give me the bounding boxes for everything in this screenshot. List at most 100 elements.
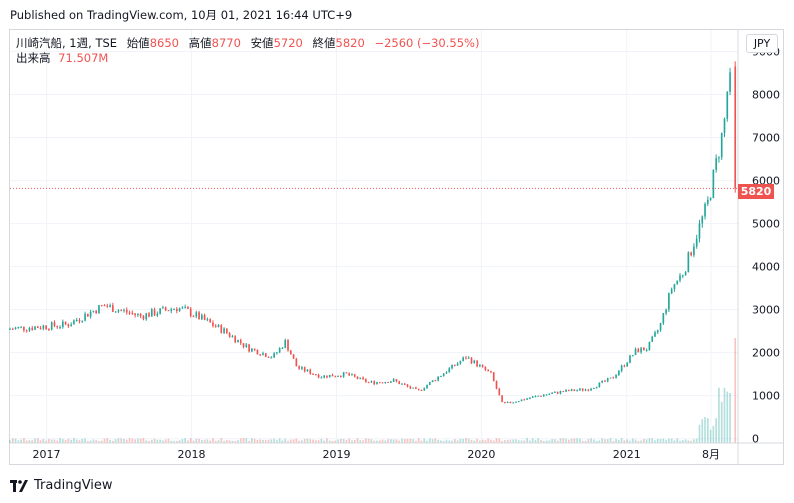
candle-body bbox=[409, 386, 412, 389]
volume-bar bbox=[601, 438, 604, 443]
candle-body bbox=[643, 347, 645, 351]
volume-bar bbox=[367, 438, 370, 443]
volume-bar bbox=[53, 439, 56, 443]
published-text: Published on TradingView.com, 10月 01, 20… bbox=[10, 8, 353, 22]
candle-body bbox=[17, 326, 20, 328]
volume-bar bbox=[376, 440, 378, 443]
candle-body bbox=[459, 361, 462, 364]
candle-body bbox=[278, 347, 281, 353]
candle-body bbox=[212, 322, 214, 326]
volume-bar bbox=[709, 429, 712, 443]
candle-body bbox=[484, 366, 487, 370]
candle-body bbox=[520, 399, 523, 402]
volume-bar bbox=[693, 439, 695, 443]
volume-bar bbox=[398, 440, 401, 443]
volume-bars bbox=[9, 338, 737, 443]
candle-body bbox=[590, 388, 592, 391]
volume-bar bbox=[606, 439, 609, 443]
volume-bar bbox=[209, 440, 212, 443]
candle-body bbox=[145, 313, 148, 320]
volume-bar bbox=[453, 439, 456, 443]
volume-bar bbox=[659, 439, 662, 443]
candle-body bbox=[601, 380, 604, 383]
y-tick-label: 2000 bbox=[752, 347, 780, 360]
candle-body bbox=[623, 365, 626, 367]
volume-bar bbox=[623, 440, 626, 443]
candle-body bbox=[42, 325, 45, 329]
volume-bar bbox=[365, 438, 367, 443]
volume-bar bbox=[150, 439, 153, 443]
volume-bar bbox=[712, 425, 715, 443]
candle-body bbox=[106, 305, 109, 307]
candle-body bbox=[262, 353, 264, 356]
volume-bar bbox=[570, 438, 573, 443]
volume-bar bbox=[331, 440, 334, 443]
candle-body bbox=[178, 308, 181, 312]
y-tick-label: 3000 bbox=[752, 304, 780, 317]
candle-body bbox=[253, 348, 256, 350]
candle-body bbox=[125, 309, 128, 313]
volume-bar bbox=[390, 439, 392, 443]
candle-body bbox=[217, 324, 220, 327]
volume-bar bbox=[303, 438, 306, 443]
candle-body bbox=[618, 371, 620, 376]
volume-bar bbox=[720, 401, 723, 443]
candle-body bbox=[473, 360, 476, 364]
volume-bar bbox=[131, 438, 134, 443]
candle-body bbox=[676, 280, 679, 285]
candle-body bbox=[556, 391, 559, 394]
candle-body bbox=[426, 384, 428, 389]
volume-bar bbox=[162, 440, 164, 443]
volume-bar bbox=[17, 440, 20, 443]
last-price-tag: 5820 bbox=[738, 184, 774, 199]
candle-body bbox=[704, 203, 706, 217]
volume-bar bbox=[292, 439, 295, 443]
currency-button[interactable]: JPY bbox=[746, 34, 778, 53]
volume-bar bbox=[337, 439, 339, 443]
candle-body bbox=[476, 360, 478, 367]
candle-body bbox=[631, 355, 634, 357]
candle-body bbox=[137, 314, 139, 316]
volume-bar bbox=[718, 387, 720, 443]
volume-bar bbox=[251, 438, 253, 443]
volume-bar bbox=[64, 439, 67, 443]
volume-bar bbox=[345, 440, 348, 443]
volume-bar bbox=[287, 440, 289, 443]
candle-body bbox=[537, 395, 540, 397]
volume-bar bbox=[431, 439, 434, 443]
volume-bar bbox=[114, 439, 117, 443]
candle-body bbox=[256, 349, 259, 355]
candle-body bbox=[128, 312, 131, 314]
candle-body bbox=[167, 310, 170, 312]
chart-legend: 川崎汽船, 1週, TSE 始値8650 高値8770 安値5720 終値582… bbox=[16, 36, 479, 66]
candle-body bbox=[512, 402, 515, 404]
volume-bar bbox=[31, 440, 34, 443]
volume-bar bbox=[495, 438, 498, 443]
candle-body bbox=[495, 380, 498, 389]
volume-bar bbox=[534, 439, 537, 443]
volume-bar bbox=[384, 440, 387, 443]
candle-body bbox=[492, 372, 495, 381]
volume-bar bbox=[448, 440, 451, 443]
candle-body bbox=[395, 379, 398, 382]
candle-body bbox=[251, 348, 253, 352]
candle-body bbox=[100, 305, 103, 307]
volume-bar bbox=[604, 439, 606, 443]
candle-body bbox=[584, 389, 587, 391]
brand[interactable]: TradingView bbox=[10, 478, 113, 493]
volume-bar bbox=[445, 439, 448, 443]
candle-body bbox=[53, 322, 56, 327]
candle-body-last bbox=[734, 66, 737, 189]
candle-body bbox=[517, 401, 520, 403]
candle-body bbox=[670, 289, 673, 294]
low-value: 5720 bbox=[273, 36, 303, 50]
volume-bar bbox=[248, 440, 250, 443]
volume-bar bbox=[203, 439, 206, 443]
candle-body bbox=[715, 158, 717, 170]
candle-body bbox=[48, 329, 50, 331]
candle-body bbox=[423, 388, 426, 391]
volume-bar bbox=[490, 439, 492, 443]
volume-bar bbox=[415, 440, 417, 443]
volume-bar bbox=[25, 440, 28, 443]
